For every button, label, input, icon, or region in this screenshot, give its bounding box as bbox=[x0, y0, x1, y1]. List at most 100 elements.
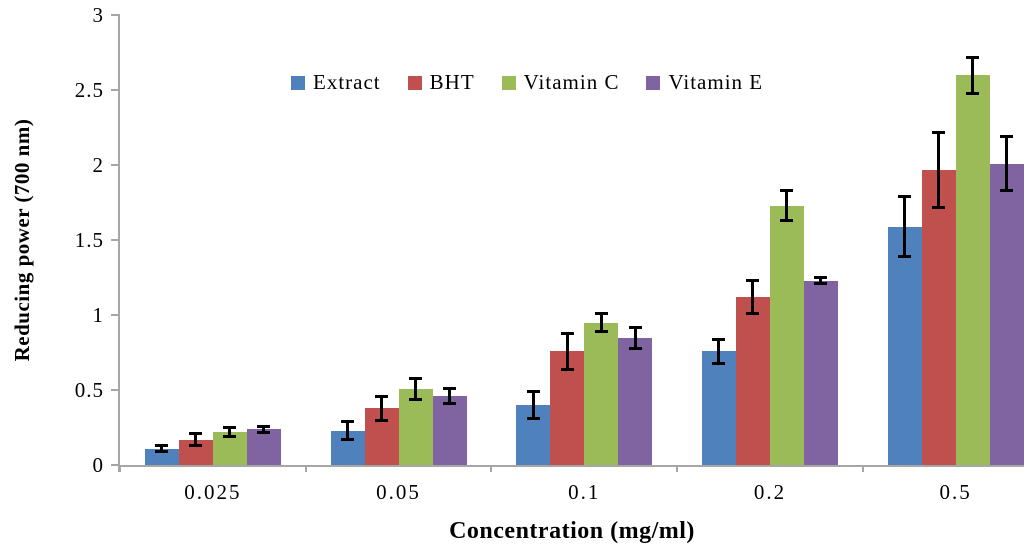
x-category-label: 0.05 bbox=[376, 480, 421, 504]
y-tick-mark bbox=[111, 389, 119, 391]
legend-swatch-icon bbox=[646, 75, 661, 90]
bar-group bbox=[677, 15, 863, 465]
bar-bht bbox=[921, 169, 956, 465]
y-tick-mark bbox=[111, 164, 119, 166]
legend-swatch-icon bbox=[501, 75, 516, 90]
error-bar-cap-bottom bbox=[257, 430, 271, 434]
error-bar-cap-top bbox=[814, 276, 828, 279]
error-bar-line bbox=[819, 277, 823, 284]
error-bar-line bbox=[346, 421, 350, 440]
legend-label: BHT bbox=[429, 70, 475, 94]
error-bar-cap-top bbox=[443, 387, 457, 390]
y-tick-label: 2.5 bbox=[74, 78, 104, 102]
error-bar-cap-bottom bbox=[526, 417, 540, 420]
legend-label: Vitamin C bbox=[523, 70, 620, 94]
bar-vitamin-e bbox=[246, 429, 281, 465]
legend-swatch-icon bbox=[407, 75, 422, 90]
error-bar-cap-bottom bbox=[341, 438, 355, 441]
y-tick-mark bbox=[111, 314, 119, 316]
error-bar-line bbox=[1005, 136, 1009, 191]
error-bar-cap-bottom bbox=[560, 367, 574, 371]
error-bar-cap-top bbox=[780, 189, 794, 192]
x-category-label: 0.5 bbox=[939, 480, 972, 504]
error-bar-cap-bottom bbox=[628, 346, 642, 350]
error-bar-line bbox=[633, 327, 637, 348]
error-bar-cap-top bbox=[1000, 135, 1014, 138]
y-tick-mark bbox=[111, 239, 119, 241]
error-bar-cap-top bbox=[409, 376, 423, 380]
error-bar-line bbox=[937, 132, 941, 207]
error-bar-line bbox=[751, 280, 755, 314]
y-tick-mark bbox=[111, 464, 119, 466]
error-bar-cap-top bbox=[189, 432, 203, 435]
error-bar-cap-bottom bbox=[898, 255, 912, 258]
legend-swatch-icon bbox=[291, 75, 305, 90]
error-bar-cap-top bbox=[594, 312, 608, 315]
error-bar-cap-top bbox=[155, 444, 169, 447]
legend-item-vitamin-e: Vitamin E bbox=[646, 70, 763, 95]
plot-area bbox=[120, 15, 1024, 465]
bar-vitamin-e bbox=[803, 280, 838, 465]
legend-item-extract: Extract bbox=[291, 70, 381, 95]
error-bar-line bbox=[565, 333, 569, 369]
bar-group bbox=[306, 15, 492, 465]
x-category-label: 0.1 bbox=[568, 480, 601, 504]
legend-item-bht: BHT bbox=[407, 70, 475, 95]
error-bar-cap-bottom bbox=[375, 418, 389, 422]
bar-group bbox=[120, 15, 306, 465]
error-bar-cap-top bbox=[898, 195, 912, 198]
y-tick-mark bbox=[111, 14, 119, 16]
error-bar-cap-top bbox=[560, 331, 574, 335]
error-bar-cap-bottom bbox=[594, 330, 608, 333]
error-bar-cap-bottom bbox=[814, 282, 828, 285]
error-bar-line bbox=[228, 427, 232, 437]
error-bar-line bbox=[380, 396, 384, 420]
bar-bht bbox=[735, 297, 770, 465]
legend-label: Vitamin E bbox=[668, 70, 764, 94]
x-category-label: 0.2 bbox=[753, 480, 787, 504]
y-tick-label: 0.5 bbox=[74, 378, 104, 402]
error-bar-line bbox=[531, 391, 535, 419]
legend-label: Extract bbox=[313, 70, 381, 94]
bar-vitamin-e bbox=[432, 396, 467, 465]
y-tick-mark bbox=[111, 89, 119, 91]
error-bar-cap-top bbox=[375, 394, 389, 398]
error-bar-cap-top bbox=[628, 325, 642, 329]
x-axis-line bbox=[118, 465, 1024, 467]
error-bar-cap-top bbox=[746, 279, 760, 282]
bar-vitamin-c bbox=[398, 388, 433, 465]
error-bar-cap-bottom bbox=[966, 91, 980, 95]
error-bar-line bbox=[160, 445, 164, 452]
error-bar-line bbox=[903, 196, 907, 257]
error-bar-line bbox=[717, 339, 721, 363]
y-tick-label: 2 bbox=[92, 153, 104, 177]
error-bar-cap-bottom bbox=[443, 402, 457, 405]
chart-legend: Extract BHT Vitamin C Vitamin E bbox=[291, 70, 763, 95]
error-bar-cap-bottom bbox=[223, 435, 237, 438]
legend-item-vitamin-c: Vitamin C bbox=[501, 70, 620, 95]
y-tick-label: 3 bbox=[92, 3, 104, 27]
error-bar-cap-bottom bbox=[409, 397, 423, 401]
error-bar-cap-bottom bbox=[746, 312, 760, 315]
error-bar-cap-top bbox=[223, 426, 237, 429]
error-bar-cap-bottom bbox=[155, 450, 169, 453]
error-bar-cap-bottom bbox=[780, 219, 794, 222]
bar-extract bbox=[887, 226, 922, 465]
y-tick-label: 0 bbox=[92, 453, 104, 477]
y-axis-line bbox=[118, 14, 120, 472]
error-bar-line bbox=[785, 190, 789, 221]
error-bar-line bbox=[262, 426, 266, 432]
error-bar-line bbox=[194, 433, 198, 446]
x-axis-title: Concentration (mg/ml) bbox=[449, 518, 695, 544]
bar-vitamin-e bbox=[618, 337, 653, 465]
error-bar-cap-top bbox=[341, 420, 355, 423]
error-bar-cap-top bbox=[526, 390, 540, 393]
error-bar-cap-top bbox=[257, 424, 271, 428]
x-category-label: 0.025 bbox=[184, 480, 242, 504]
y-tick-label: 1 bbox=[92, 303, 104, 327]
bar-vitamin-c bbox=[584, 322, 619, 465]
bar-extract bbox=[701, 351, 736, 465]
bar-group bbox=[863, 15, 1024, 465]
bar-group bbox=[491, 15, 677, 465]
